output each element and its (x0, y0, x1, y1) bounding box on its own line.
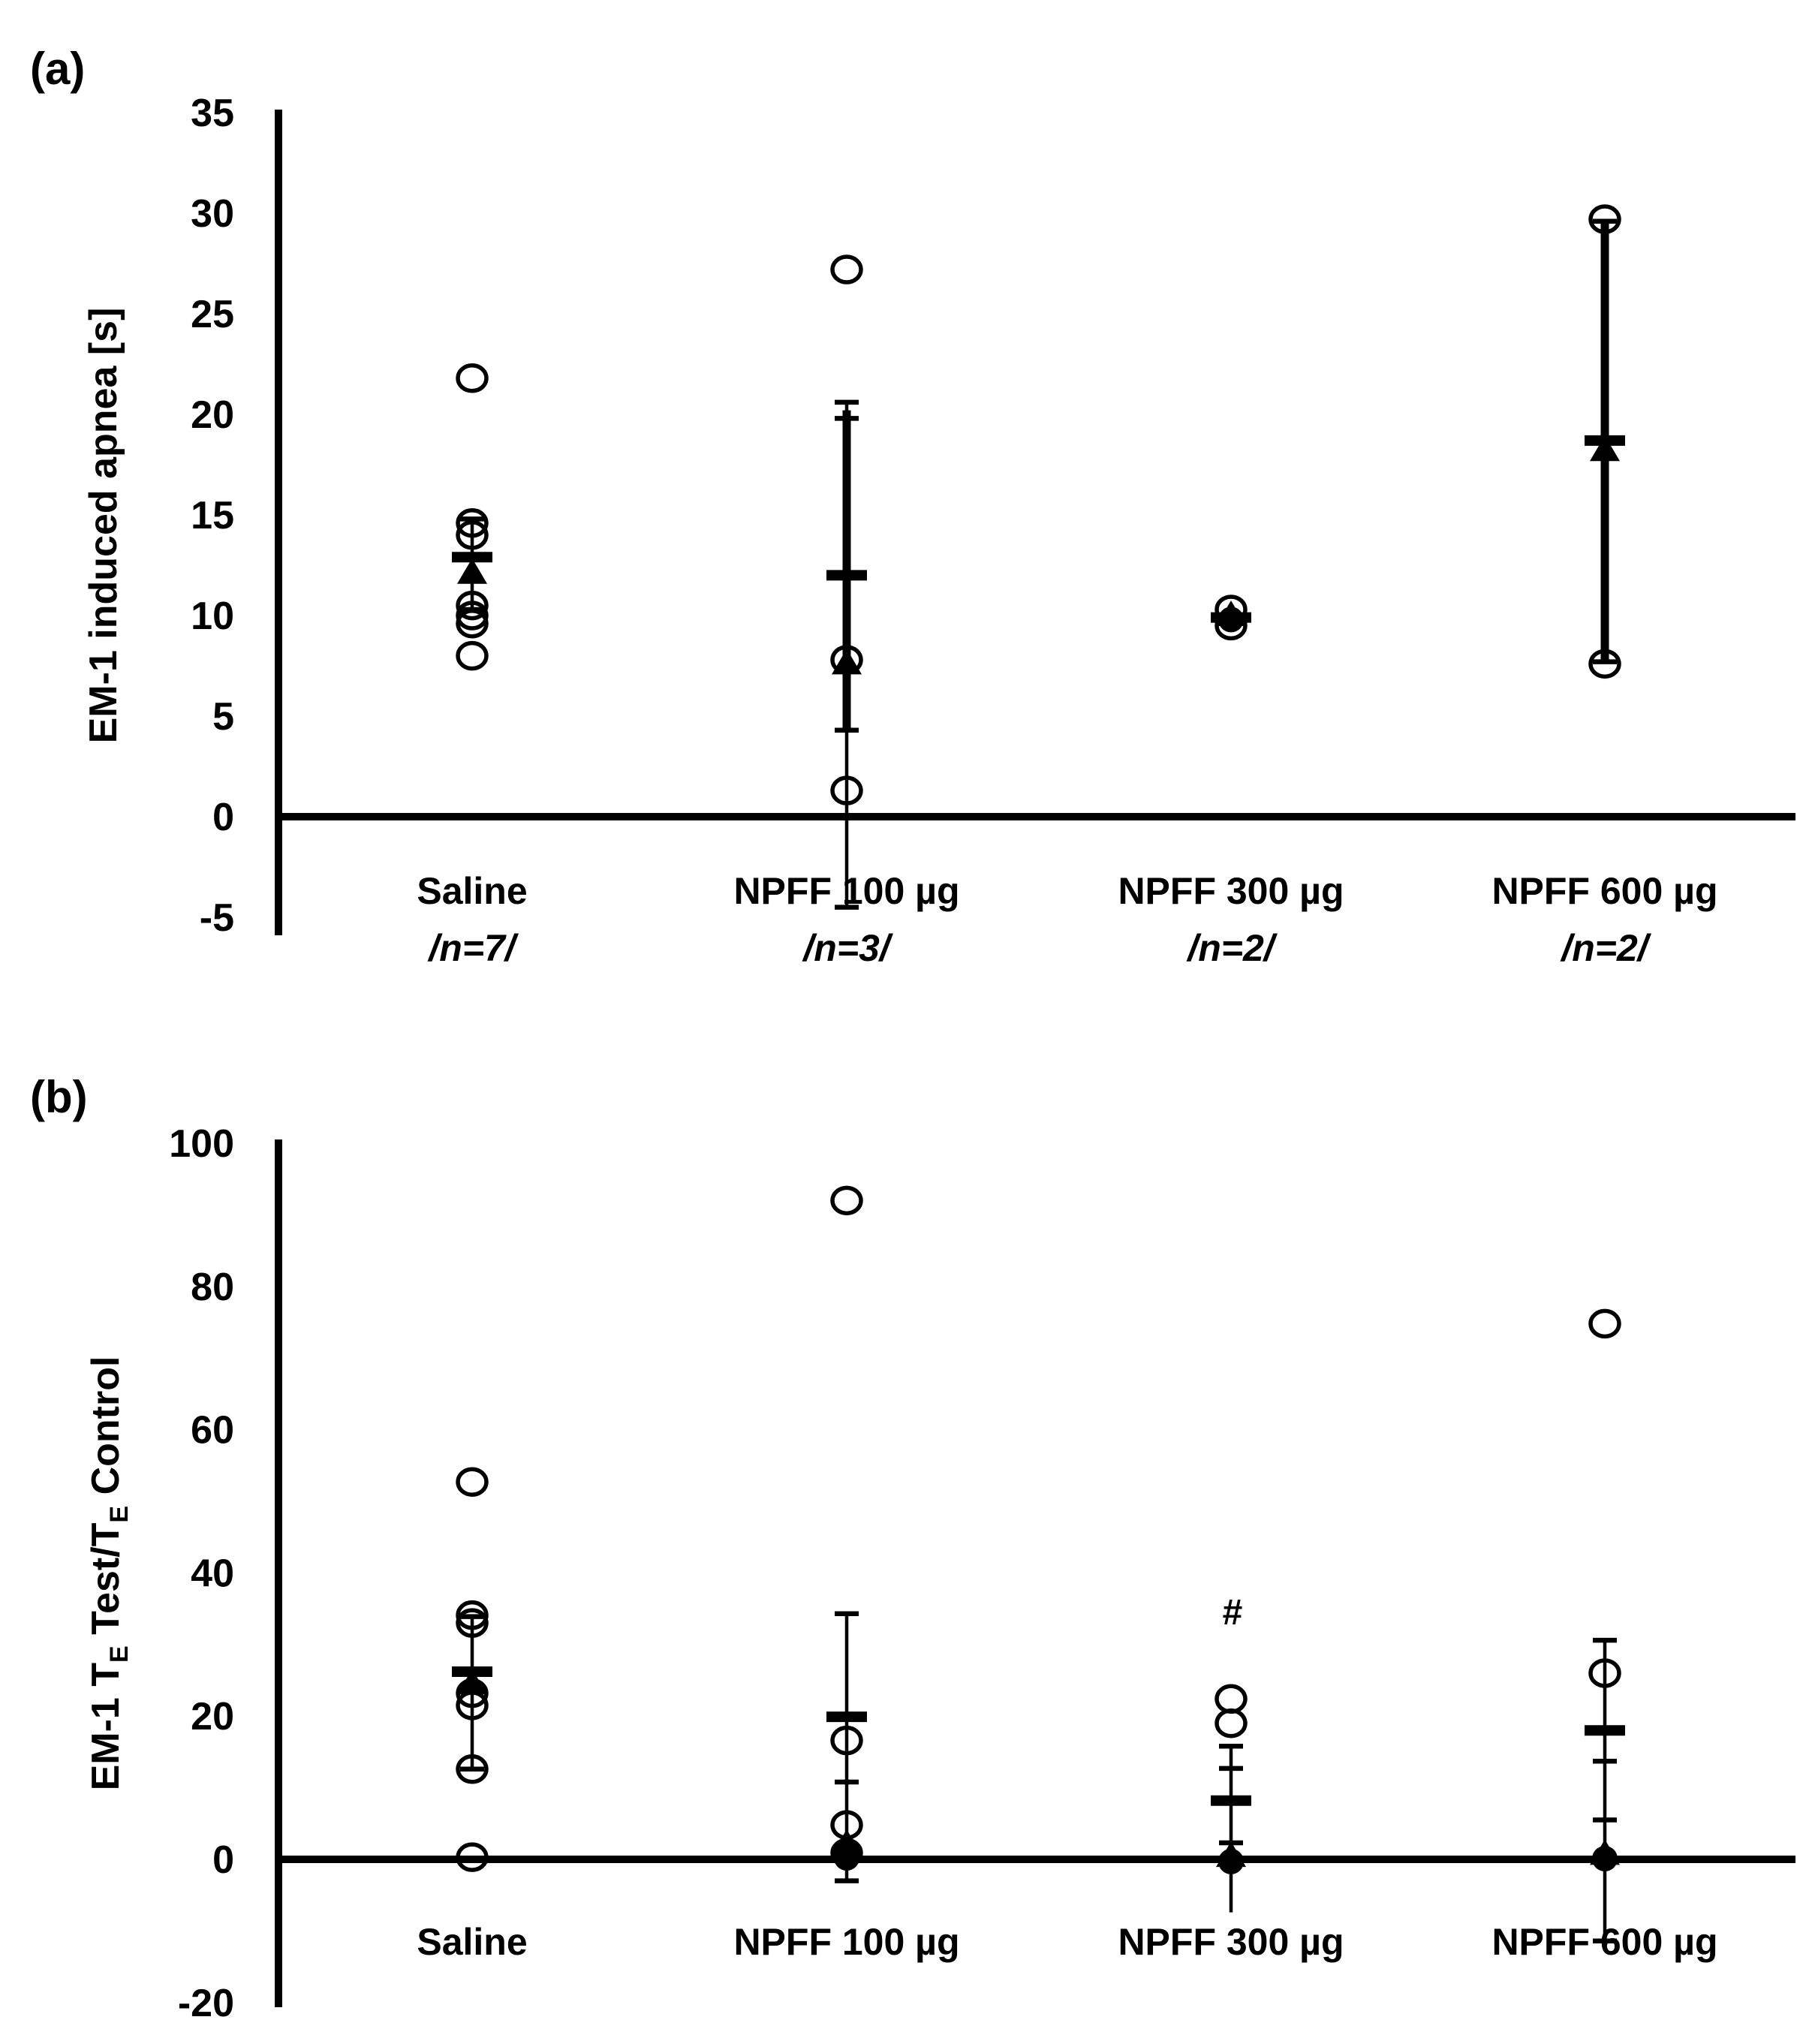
data-point-circle (456, 520, 489, 550)
sample-size-label: /n=2/ (1186, 927, 1278, 969)
y-tick-label: 60 (191, 1409, 234, 1452)
data-point-circle (456, 363, 489, 393)
panel-letter: (b) (30, 1072, 88, 1122)
data-point-circle (1215, 595, 1248, 625)
data-point-circle (1588, 1308, 1621, 1339)
significance-annotation: # (1223, 1593, 1243, 1633)
data-point-circle (1588, 1658, 1621, 1688)
category-label: NPFF 300 µg (1118, 1921, 1344, 1963)
y-tick-label: 40 (191, 1552, 234, 1595)
data-point-circle (830, 1838, 863, 1868)
median-triangle (1216, 1841, 1246, 1868)
data-point-circle (1215, 610, 1248, 641)
y-tick-label: 35 (191, 92, 234, 135)
median-triangle (1590, 1839, 1620, 1865)
data-point-circle (830, 1810, 863, 1840)
data-point-circle (830, 775, 863, 805)
y-tick-label: 5 (212, 695, 234, 739)
y-tick-label: 0 (212, 1838, 234, 1882)
data-point-circle (456, 640, 489, 671)
data-point-circle (1215, 1684, 1248, 1714)
y-tick-label: -5 (200, 896, 234, 940)
category-label: Saline (417, 1921, 527, 1963)
y-axis-title: EM-1 induced apnea [s] (82, 308, 125, 744)
median-triangle (457, 558, 487, 584)
data-point-circle (456, 590, 489, 621)
data-point-circle (830, 1185, 863, 1216)
sample-size-label: /n=3/ (802, 927, 893, 969)
data-point-circle (456, 601, 489, 631)
sample-size-label: /n=7/ (427, 927, 519, 969)
median-triangle (832, 649, 862, 675)
data-point-circle (1588, 204, 1621, 234)
data-point-circle (1215, 1708, 1248, 1738)
data-point-circle (830, 1725, 863, 1756)
category-label: NPFF 300 µg (1118, 870, 1344, 912)
category-label: Saline (417, 870, 527, 912)
sample-size-label: /n=2/ (1560, 927, 1651, 969)
data-point-circle (1588, 649, 1621, 679)
category-label: NPFF 600 µg (1491, 870, 1717, 912)
data-point-circle (456, 1608, 489, 1638)
median-triangle (1590, 435, 1620, 462)
y-axis-title: EM-1 TE Test/TE Control (84, 1356, 134, 1791)
y-tick-label: 10 (191, 595, 234, 638)
category-label: NPFF 100 µg (733, 1921, 959, 1963)
y-tick-label: 20 (191, 393, 234, 437)
data-point-circle (456, 1467, 489, 1497)
panel-letter: (a) (30, 44, 85, 94)
data-point-circle (830, 645, 863, 675)
data-point-circle (456, 608, 489, 639)
y-tick-label: 25 (191, 293, 234, 336)
data-point-circle (456, 1678, 489, 1708)
y-tick-label: 100 (169, 1122, 234, 1166)
data-point-circle (456, 1600, 489, 1630)
y-tick-label: 20 (191, 1695, 234, 1738)
data-point-circle (456, 1690, 489, 1720)
data-point-circle (830, 254, 863, 284)
y-tick-label: 0 (212, 796, 234, 839)
y-tick-label: 15 (191, 494, 234, 537)
y-tick-label: 80 (191, 1266, 234, 1309)
data-point-circle (456, 507, 489, 538)
y-tick-label: -20 (178, 1982, 234, 2025)
y-tick-label: 30 (191, 192, 234, 236)
data-point-circle (456, 1842, 489, 1872)
data-point-circle (456, 1754, 489, 1784)
